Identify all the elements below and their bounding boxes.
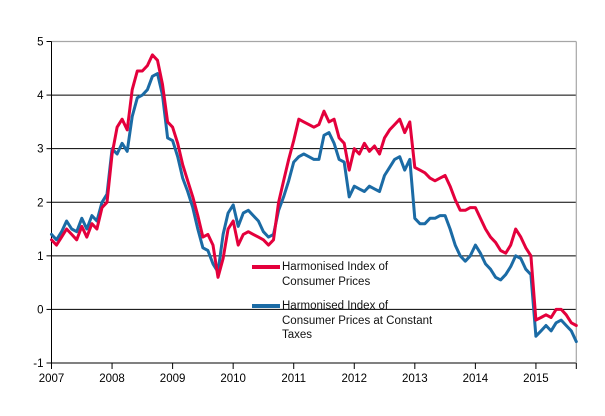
y-tick-label: 3: [37, 144, 43, 156]
y-tick-label: 2: [37, 197, 43, 209]
y-tick-label: 5: [37, 37, 43, 49]
hicp-ct-series-swatch: [252, 304, 280, 309]
y-tick-label: -1: [33, 358, 43, 370]
y-tick-label: 4: [37, 90, 44, 102]
hicp-series-swatch: [252, 265, 280, 269]
legend-item-hicp-ct: Harmonised Index of Consumer Prices at Co…: [252, 299, 472, 343]
x-tick-label: 2011: [281, 373, 306, 385]
x-tick-label: 2013: [402, 373, 428, 385]
x-tick-label: 2012: [341, 373, 367, 385]
hicp-series-label: Harmonised Index of Consumer Prices: [282, 261, 389, 288]
x-tick-label: 2007: [39, 373, 65, 385]
x-tick-label: 2008: [99, 373, 125, 385]
y-tick-label: 1: [37, 251, 43, 263]
chart-legend: Harmonised Index of Consumer Prices Harmo…: [252, 260, 472, 353]
x-tick-label: 2009: [160, 373, 186, 385]
x-tick-label: 2015: [523, 373, 549, 385]
x-tick-label: 2010: [220, 373, 246, 385]
x-tick-label: 2014: [463, 373, 489, 385]
hicp-ct-series-line: [50, 72, 578, 344]
y-tick-label: 0: [37, 304, 43, 316]
legend-item-hicp: Harmonised Index of Consumer Prices: [252, 260, 472, 289]
hicp-ct-series-label: Harmonised Index of Consumer Prices at Co…: [282, 300, 433, 342]
hicp-series-line: [50, 53, 578, 327]
